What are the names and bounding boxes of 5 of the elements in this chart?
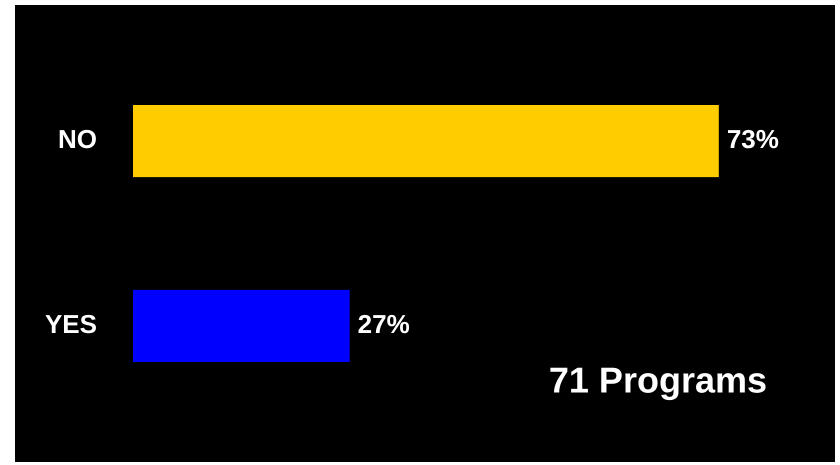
y-tick-label: YES [44,309,97,340]
y-tick-label: NO [58,124,97,154]
data-label: 27% [358,309,410,340]
data-label: 73% [726,124,779,154]
annotation: 71 Programs [548,359,767,400]
